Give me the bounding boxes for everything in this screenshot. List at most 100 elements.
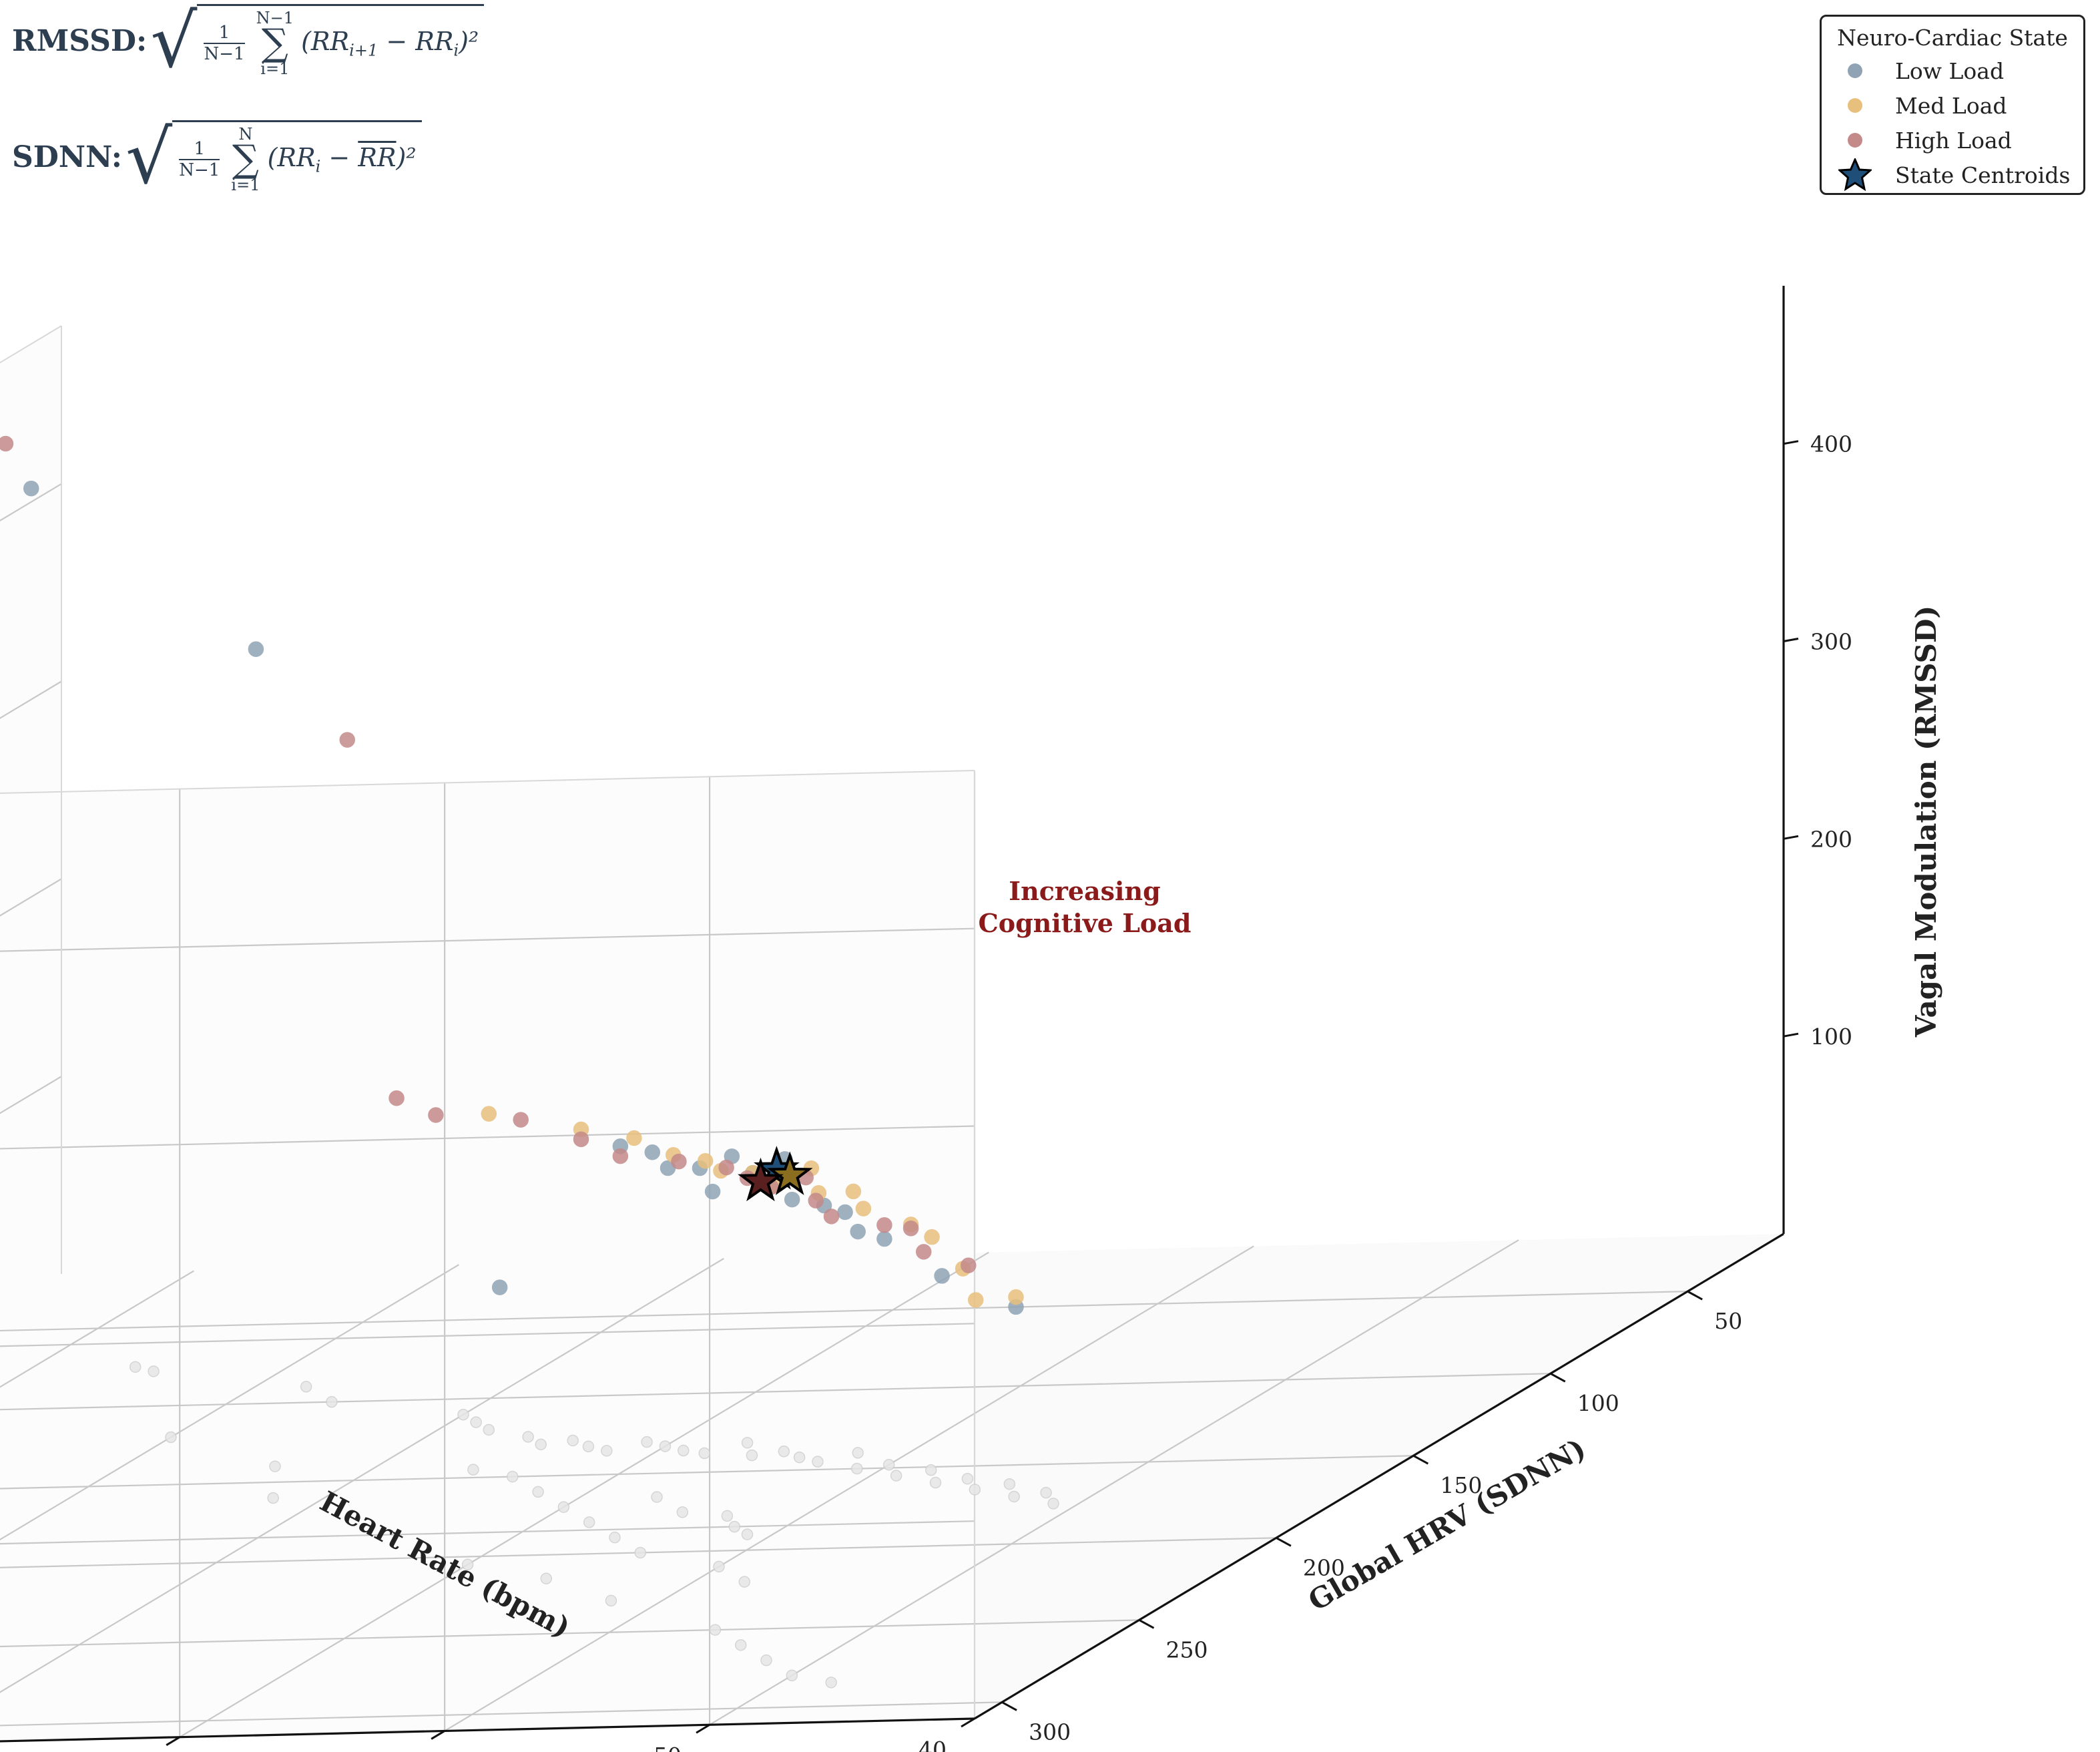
z-tick-label: 300 (1810, 629, 1852, 655)
legend-item-low-load[interactable]: Low Load (1836, 54, 2004, 87)
annotation-line-1: Increasing (1009, 876, 1160, 906)
data-point-med-load (855, 1200, 872, 1217)
data-point-low-load (491, 1279, 508, 1295)
legend-label: State Centroids (1895, 162, 2071, 188)
data-point-high-load (808, 1192, 824, 1209)
legend-item-med-load[interactable]: Med Load (1836, 89, 2007, 122)
projection-point (507, 1470, 519, 1483)
fraction: 1 N−1 (179, 139, 220, 180)
projection-point (659, 1440, 672, 1452)
z-tick-label: 100 (1810, 1024, 1852, 1050)
data-point-high-load (671, 1153, 687, 1170)
projection-point (851, 1462, 863, 1475)
legend-marker (1836, 54, 1874, 87)
z-tick-mark (1783, 1032, 1799, 1038)
data-point-med-load (924, 1229, 940, 1245)
y-tick-mark (1001, 1701, 1017, 1711)
projection-point (890, 1470, 902, 1482)
projection-point (1008, 1490, 1020, 1503)
y-tick-mark (1687, 1290, 1703, 1301)
projection-point (300, 1381, 312, 1393)
y-tick-label: 100 (1577, 1390, 1619, 1416)
y-tick-label: 200 (1303, 1554, 1345, 1580)
sigma-symbol: ∑ (232, 138, 259, 181)
grid-line-z-right (0, 1520, 975, 1545)
legend-item-state-centroids[interactable]: State Centroids (1836, 158, 2070, 192)
projection-point (532, 1486, 544, 1498)
grid-line-z-right (0, 1323, 975, 1347)
legend: Neuro-Cardiac State Low Load Med Load Hi… (1820, 15, 2085, 195)
legend-label: Med Load (1895, 92, 2007, 119)
data-point-med-load (967, 1292, 984, 1308)
z-tick-label: 200 (1810, 826, 1852, 852)
projection-point (522, 1431, 534, 1443)
grid-line-y-floor (0, 1537, 1276, 1568)
projection-point (483, 1424, 495, 1436)
projection-point (557, 1501, 570, 1513)
y-tick-label: 50 (1714, 1308, 1742, 1334)
z-tick-mark (1783, 440, 1799, 445)
projection-point (641, 1436, 653, 1448)
data-point-high-load (902, 1221, 919, 1237)
x-tick-mark (431, 1730, 445, 1740)
annotation-line-2: Cognitive Load (979, 908, 1192, 938)
y-tick-mark (1138, 1619, 1155, 1629)
data-point-low-load (850, 1223, 866, 1240)
projection-point (1047, 1498, 1059, 1510)
projection-point (760, 1654, 772, 1667)
grid-line-z-right (0, 927, 975, 952)
projection-point (969, 1484, 981, 1496)
formula-body: (RRi+1 − RRi)² (301, 27, 479, 60)
projection-point (326, 1395, 338, 1408)
projection-point (793, 1451, 806, 1464)
projection-point (535, 1438, 547, 1451)
grid-line-y-floor (0, 1701, 1003, 1727)
projection-point (738, 1576, 751, 1588)
projection-point (698, 1447, 711, 1460)
projection-point (882, 1459, 895, 1471)
projection-point (582, 1440, 595, 1453)
data-point-high-load (612, 1148, 629, 1164)
centroid-star-high-load (738, 1157, 784, 1202)
x-tick-label: 60 (388, 1749, 417, 1752)
projection-point (267, 1492, 279, 1504)
star-icon (1838, 158, 1872, 192)
data-point-high-load (573, 1131, 589, 1148)
pane-edge (0, 770, 975, 794)
sdnn-formula-label: SDNN: (12, 140, 123, 174)
data-point-high-load (876, 1217, 892, 1233)
x-axis-line (0, 1717, 975, 1743)
projection-point (467, 1464, 479, 1476)
data-point-med-load (1008, 1289, 1024, 1305)
projection-point (634, 1546, 647, 1559)
grid-line-x-floor (709, 1239, 1519, 1726)
summation: N ∑ i=1 (231, 125, 260, 194)
projection-point (728, 1520, 741, 1533)
data-point-high-load (339, 732, 356, 748)
radical-sign: √ (150, 0, 198, 84)
axis-ticks: 1009080706050405010015020025030010020030… (166, 431, 1852, 1752)
y-tick-label: 150 (1440, 1472, 1482, 1498)
data-point-low-load (644, 1144, 661, 1160)
projection-point (129, 1361, 142, 1373)
y-tick-label: 300 (1029, 1719, 1071, 1745)
legend-marker (1836, 89, 1874, 122)
projection-point (852, 1447, 864, 1459)
legend-title: Neuro-Cardiac State (1837, 25, 2068, 51)
y-tick-mark (1276, 1536, 1292, 1547)
legend-marker (1836, 158, 1874, 192)
data-point-low-load (248, 641, 264, 658)
data-point-high-load (915, 1244, 932, 1260)
circle-marker-icon (1848, 98, 1862, 113)
sigma-symbol: ∑ (261, 21, 288, 65)
x-tick-mark (961, 1717, 975, 1728)
projection-point (651, 1491, 663, 1503)
projection-point (746, 1449, 758, 1462)
legend-item-high-load[interactable]: High Load (1836, 124, 2012, 157)
data-point-high-load (0, 435, 14, 452)
centroid-star-med-load (766, 1151, 813, 1195)
z-axis-label: Vagal Modulation (RMSSD) (1910, 606, 1942, 1038)
projection-point (929, 1476, 942, 1489)
data-point-med-load (626, 1130, 642, 1146)
radicand: 1 N−1 N ∑ i=1 (RRi − RR)² (172, 120, 422, 194)
